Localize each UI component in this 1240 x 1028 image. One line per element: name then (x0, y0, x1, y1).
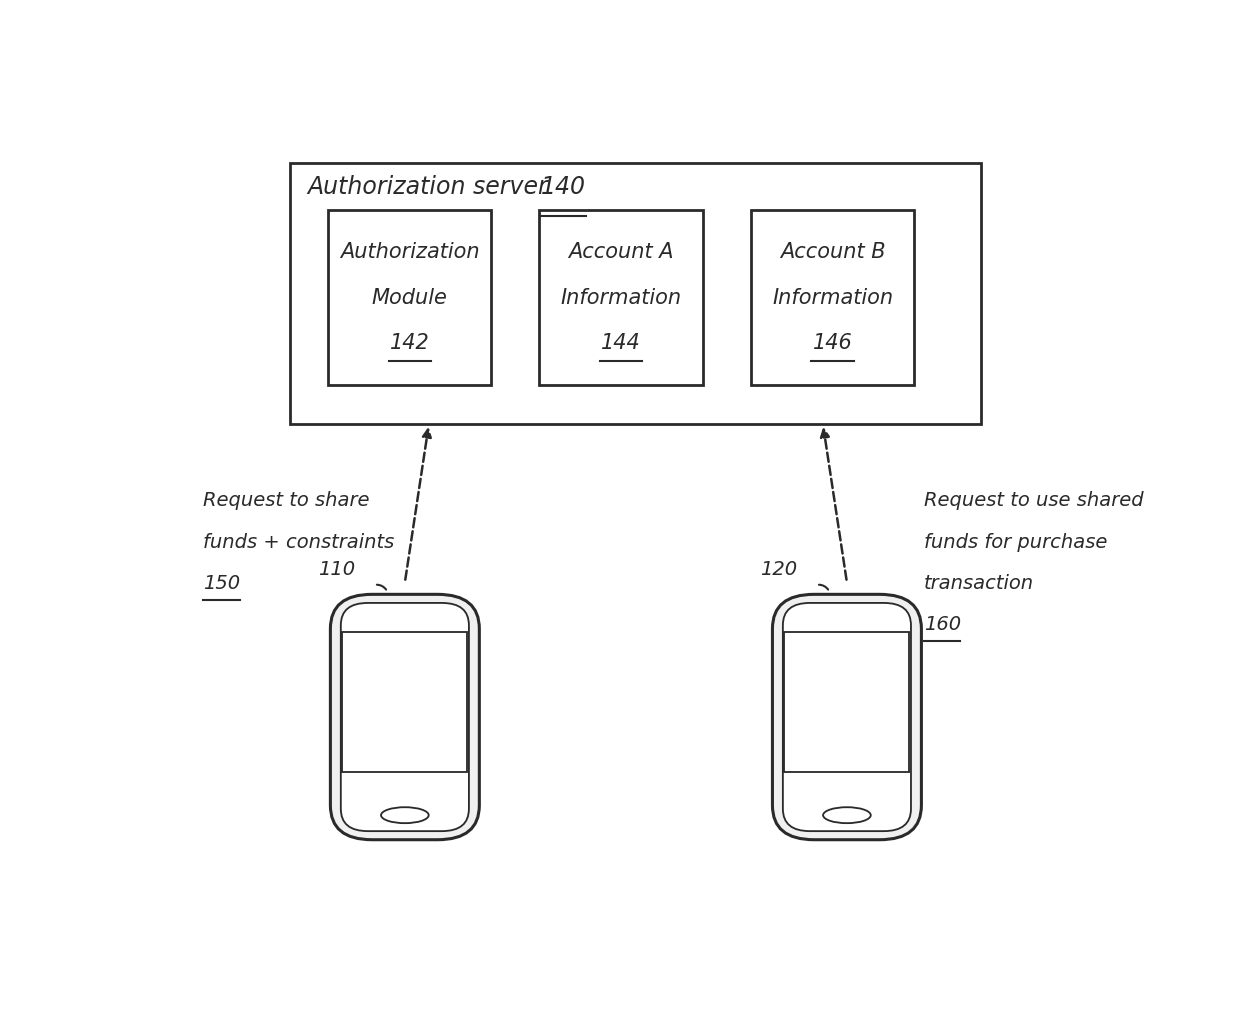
Text: Request to share: Request to share (203, 491, 370, 511)
Text: 142: 142 (389, 333, 429, 353)
Text: Module: Module (372, 288, 448, 307)
Text: 146: 146 (812, 333, 852, 353)
Text: 160: 160 (924, 615, 961, 634)
Text: transaction: transaction (924, 574, 1034, 593)
Text: Information: Information (560, 288, 682, 307)
FancyArrowPatch shape (377, 585, 386, 590)
Text: 120: 120 (760, 559, 797, 579)
Text: Authorization server: Authorization server (306, 175, 556, 198)
Text: 144: 144 (601, 333, 641, 353)
Text: Authorization: Authorization (340, 243, 480, 262)
Text: funds for purchase: funds for purchase (924, 533, 1107, 552)
Text: 150: 150 (203, 574, 241, 593)
FancyBboxPatch shape (327, 211, 491, 384)
Bar (785, 632, 909, 772)
Text: Account A: Account A (568, 243, 673, 262)
FancyBboxPatch shape (539, 211, 703, 384)
FancyBboxPatch shape (290, 163, 982, 425)
FancyBboxPatch shape (330, 594, 480, 840)
Ellipse shape (823, 807, 870, 823)
Text: funds + constraints: funds + constraints (203, 533, 394, 552)
Text: 140: 140 (541, 175, 585, 198)
FancyBboxPatch shape (773, 594, 921, 840)
Text: Request to use shared: Request to use shared (924, 491, 1143, 511)
Bar (342, 632, 467, 772)
Text: Account B: Account B (780, 243, 885, 262)
Text: Information: Information (773, 288, 893, 307)
Ellipse shape (381, 807, 429, 823)
FancyBboxPatch shape (751, 211, 914, 384)
FancyBboxPatch shape (782, 603, 911, 831)
FancyArrowPatch shape (818, 585, 828, 590)
FancyBboxPatch shape (341, 603, 469, 831)
Text: 110: 110 (319, 559, 356, 579)
